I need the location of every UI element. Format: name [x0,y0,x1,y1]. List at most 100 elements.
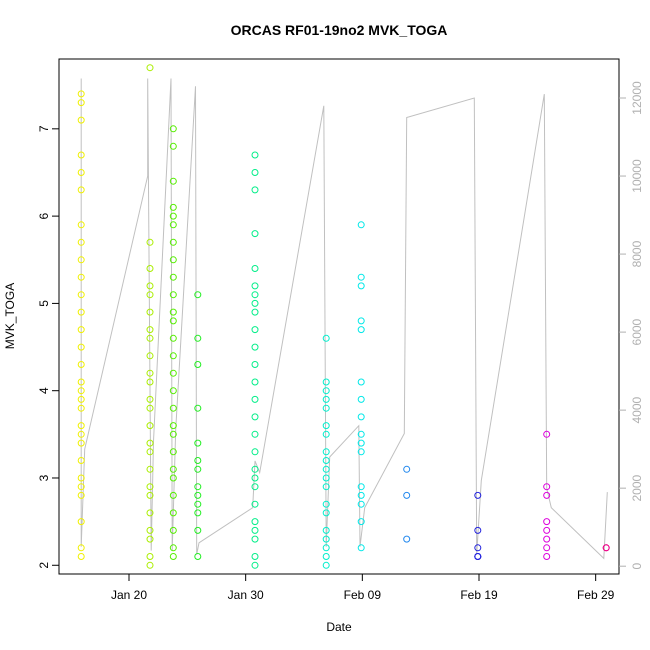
data-point [169,273,177,281]
data-point [322,395,330,403]
data-point [474,526,482,534]
data-point [77,326,85,334]
data-point [77,291,85,299]
points-layer [77,64,610,569]
data-point [169,422,177,430]
data-point [169,142,177,150]
data-point [194,291,202,299]
data-point [169,553,177,560]
data-point [322,561,330,569]
data-point [357,518,365,526]
data-point [251,395,259,403]
data-point [357,430,365,438]
data-point [169,404,177,412]
data-point [169,352,177,360]
y-tick-label: 7 [37,125,51,132]
data-point [77,422,85,430]
data-point [357,500,365,508]
data-point [146,64,154,72]
data-point [77,378,85,386]
data-point [322,378,330,386]
data-point [322,430,330,438]
data-point [146,483,154,491]
data-point [194,491,202,499]
data-point [169,465,177,473]
data-point [251,265,259,272]
data-point [77,186,85,194]
data-point [474,553,482,560]
data-point [194,465,202,473]
x-tick-label: Feb 09 [344,588,382,602]
data-point [251,518,259,526]
data-point [77,387,85,395]
x-tick-label: Jan 30 [228,588,264,602]
y2-tick-label: 4000 [630,396,644,423]
y-axis-right: 0 2000 4000 6000 8000 10000 12000 [619,81,644,570]
data-point [543,491,551,499]
data-point [169,177,177,185]
data-point [146,422,154,430]
data-point [77,116,85,124]
data-point [194,483,202,491]
data-point [251,448,259,456]
data-point [357,395,365,403]
data-point [77,483,85,491]
data-point [77,491,85,499]
data-point [146,265,154,272]
data-point [169,448,177,456]
data-point [403,535,411,543]
data-point [251,169,259,176]
data-point [169,544,177,552]
data-point [543,518,551,526]
data-point [146,326,154,334]
data-point [322,404,330,412]
data-point [251,465,259,473]
data-point [322,553,330,560]
data-point [322,509,330,517]
y-tick-label: 3 [37,474,51,481]
data-point [169,203,177,211]
data-point [169,238,177,246]
data-point [77,308,85,316]
data-point [357,448,365,456]
data-point [146,526,154,534]
chart-title: ORCAS RF01-19no2 MVK_TOGA [231,22,448,38]
data-point [77,238,85,246]
altitude-layer [80,78,608,560]
data-point [169,509,177,517]
data-point [403,465,411,473]
data-point [474,491,482,499]
data-point [322,448,330,456]
data-point [251,561,259,569]
data-point [169,221,177,229]
data-point [146,369,154,377]
data-point [251,282,259,290]
data-point [251,500,259,508]
data-point [169,369,177,377]
data-point [194,361,202,368]
data-point [543,553,551,560]
y2-tick-label: 12000 [630,81,644,115]
data-point [146,352,154,360]
data-point [146,308,154,316]
data-point [474,544,482,552]
data-point [194,553,202,560]
data-point [146,491,154,499]
data-point [194,334,202,342]
data-point [194,439,202,447]
data-point [251,483,259,491]
data-point [543,430,551,438]
data-point [357,544,365,552]
y2-tick-label: 0 [630,563,644,570]
data-point [322,457,330,464]
data-point [322,544,330,552]
x-axis: Jan 20 Jan 30 Feb 09 Feb 19 Feb 29 [111,574,615,602]
data-point [357,439,365,447]
data-point [251,326,259,334]
data-point [357,413,365,421]
data-point [146,395,154,403]
data-point [251,553,259,560]
data-point [251,413,259,421]
data-point [357,491,365,499]
data-point [146,378,154,386]
